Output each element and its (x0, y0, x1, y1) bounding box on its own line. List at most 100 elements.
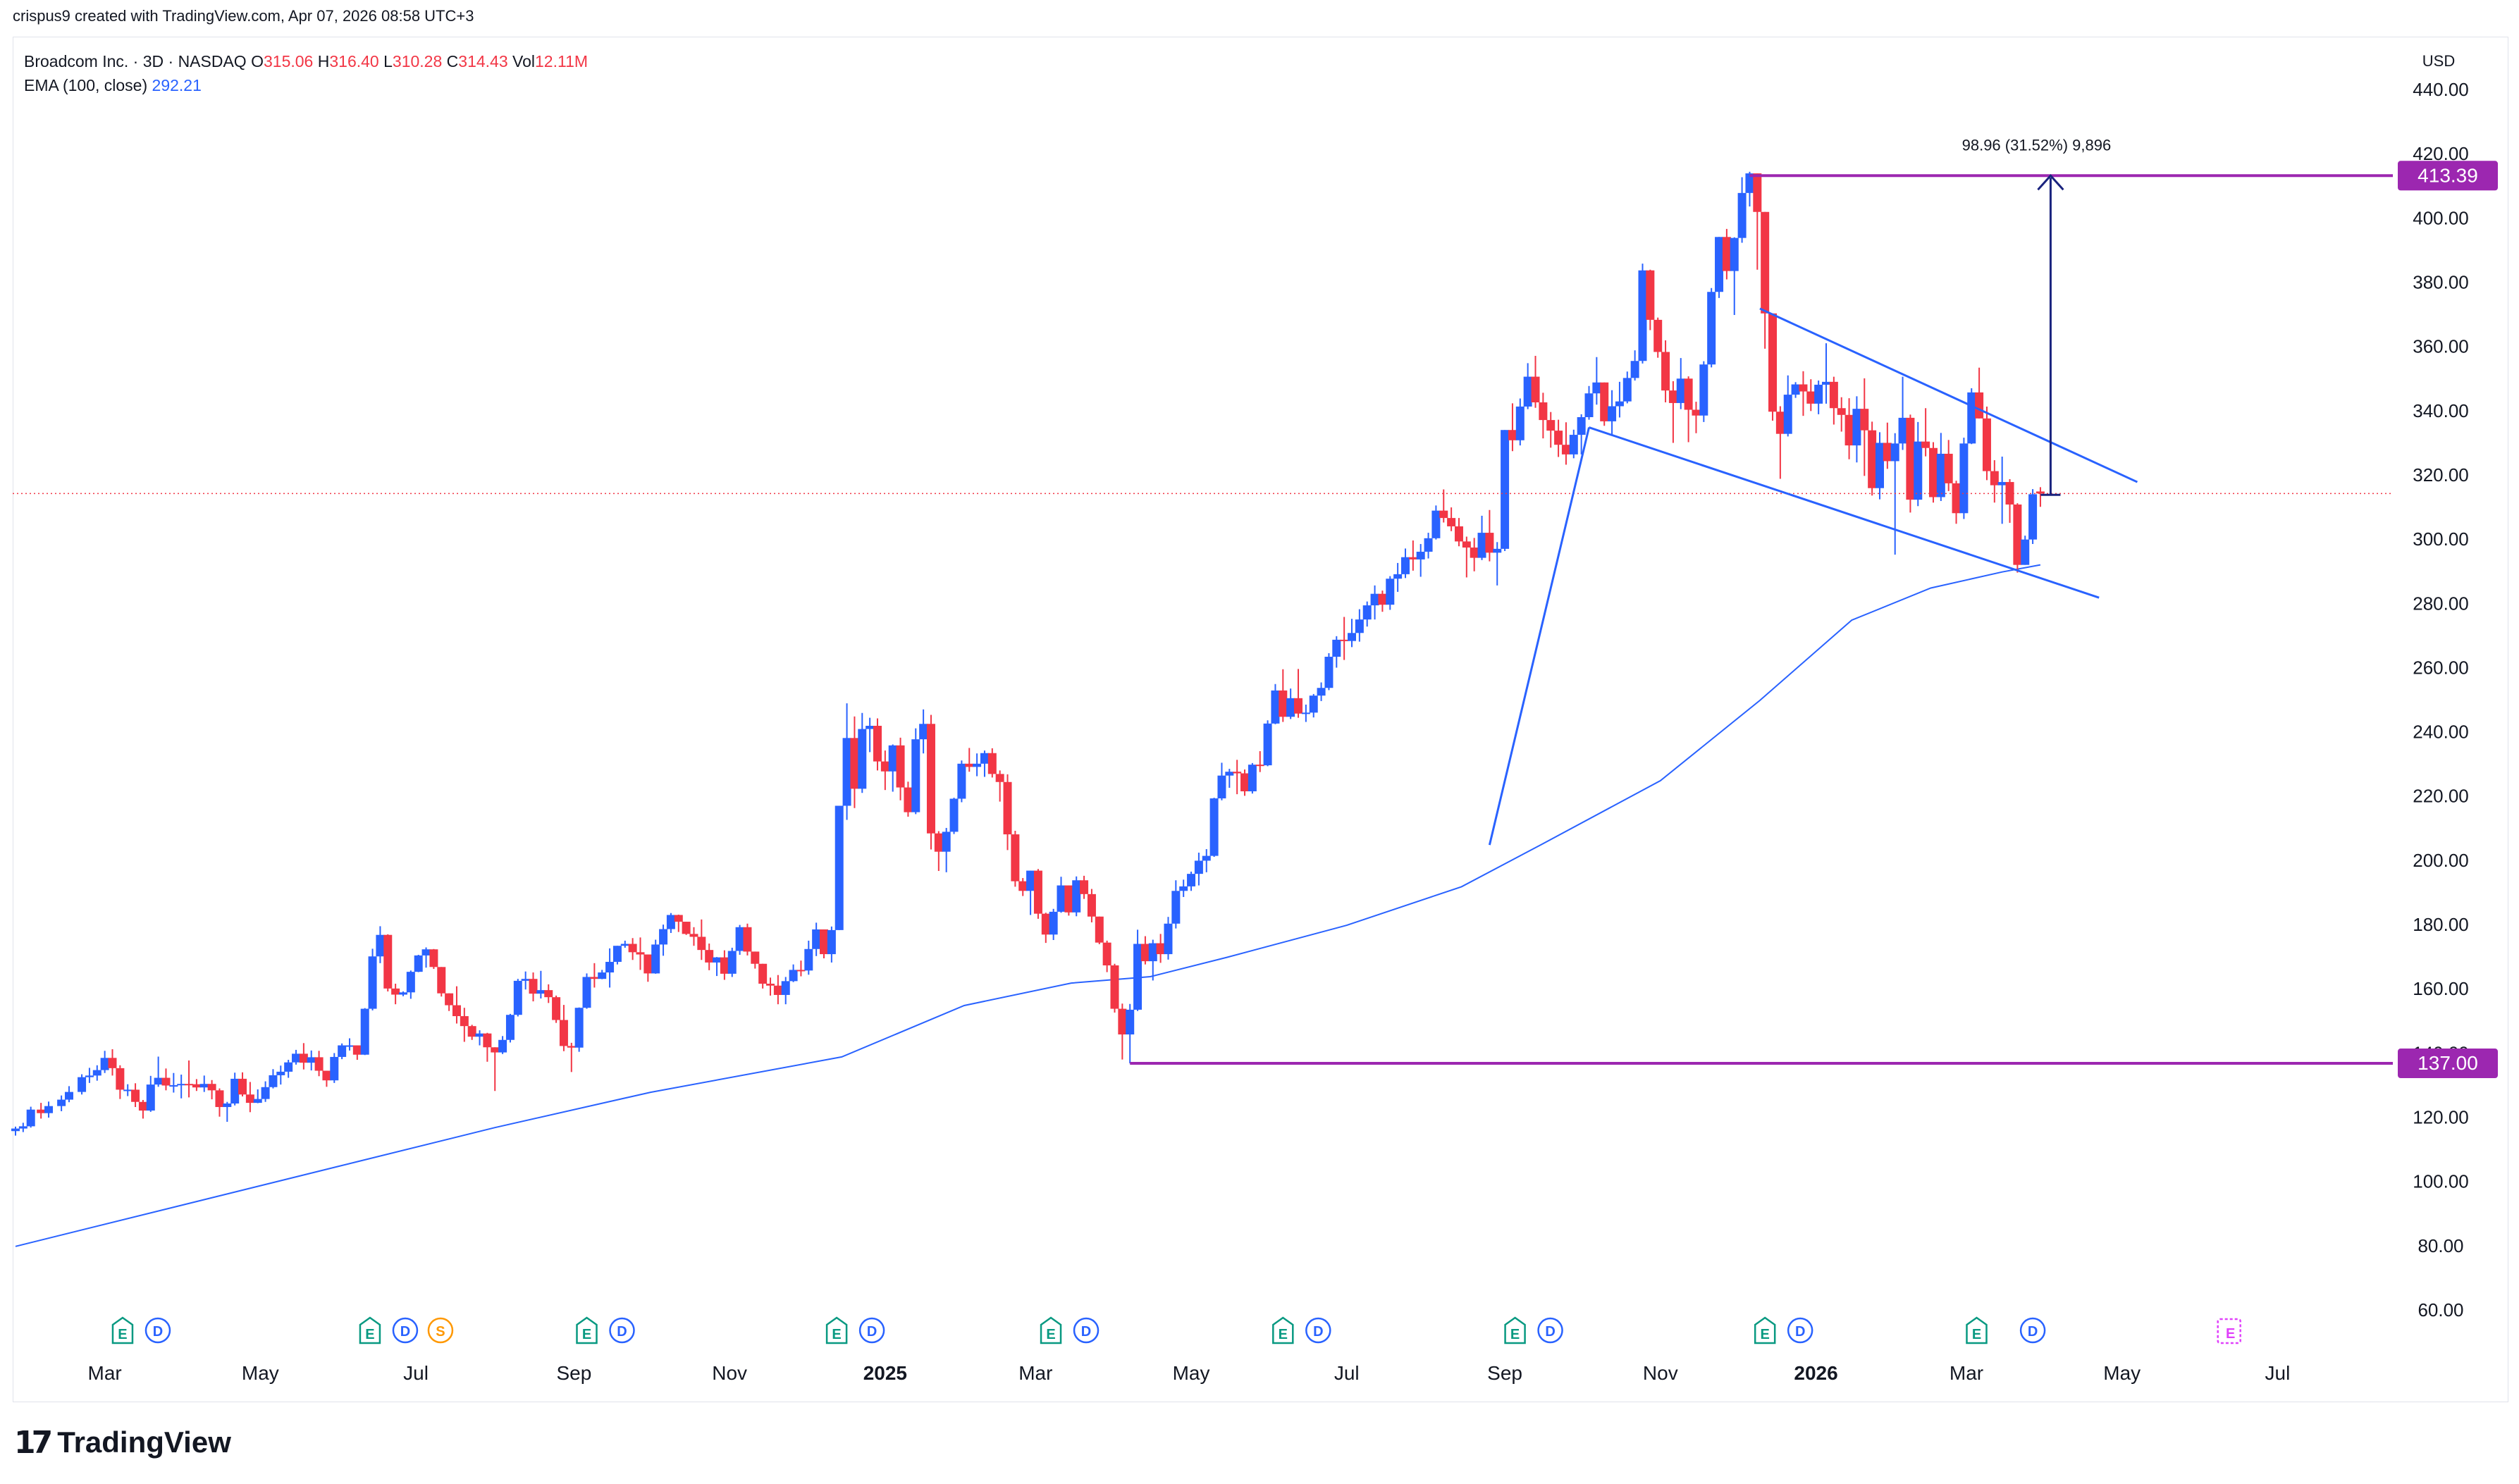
candle[interactable] (1837, 397, 1846, 432)
candle[interactable] (1668, 381, 1677, 443)
earnings-event-icon[interactable]: E (1966, 1316, 1988, 1344)
candle[interactable] (1730, 237, 1739, 316)
candle[interactable] (858, 712, 867, 793)
candle[interactable] (559, 1005, 568, 1051)
candle[interactable] (1194, 853, 1203, 886)
candle[interactable] (1087, 889, 1096, 922)
candle[interactable] (643, 954, 653, 982)
candle[interactable] (1378, 590, 1387, 612)
candle[interactable] (2013, 503, 2022, 573)
candle[interactable] (1799, 371, 1808, 416)
candle[interactable] (919, 709, 928, 754)
candle[interactable] (1959, 438, 1969, 519)
candle[interactable] (1944, 440, 1953, 491)
candle[interactable] (705, 944, 714, 970)
candle[interactable] (1692, 402, 1701, 433)
candle[interactable] (1355, 609, 1364, 642)
candle[interactable] (789, 964, 798, 982)
candle[interactable] (1546, 412, 1556, 448)
candle[interactable] (1202, 849, 1211, 872)
candle[interactable] (1209, 798, 1219, 857)
candle[interactable] (276, 1065, 285, 1085)
candle[interactable] (445, 993, 454, 1011)
trendline[interactable] (1488, 427, 1590, 846)
candle[interactable] (1279, 669, 1288, 722)
candle[interactable] (460, 1008, 469, 1042)
candle[interactable] (995, 770, 1004, 802)
dividend-event-icon[interactable]: D (1537, 1317, 1563, 1344)
candle[interactable] (199, 1075, 209, 1092)
earnings-event-icon[interactable]: E (576, 1316, 598, 1344)
candle[interactable] (1653, 317, 1663, 358)
candle[interactable] (751, 951, 760, 969)
candle[interactable] (1217, 762, 1226, 800)
dividend-event-icon[interactable]: D (2019, 1317, 2046, 1344)
candle[interactable] (1485, 509, 1494, 562)
dividend-event-icon[interactable]: D (858, 1317, 885, 1344)
candle[interactable] (942, 827, 951, 872)
candle[interactable] (1791, 382, 1800, 398)
candle[interactable] (26, 1106, 35, 1128)
candle[interactable] (513, 979, 522, 1017)
candle[interactable] (1508, 403, 1517, 452)
candle[interactable] (758, 963, 768, 989)
candle[interactable] (888, 744, 897, 792)
dividend-event-icon[interactable]: D (392, 1317, 419, 1344)
candle[interactable] (1615, 381, 1624, 418)
candle[interactable] (116, 1065, 125, 1099)
candle[interactable] (161, 1068, 171, 1091)
candle[interactable] (1462, 536, 1471, 578)
candle[interactable] (1523, 363, 1532, 409)
trendline[interactable] (1759, 307, 2138, 483)
candle[interactable] (735, 925, 744, 955)
candle[interactable] (1072, 876, 1081, 917)
candle[interactable] (1844, 398, 1854, 459)
candle[interactable] (78, 1074, 87, 1095)
candle[interactable] (1431, 505, 1441, 540)
candle[interactable] (1271, 684, 1280, 724)
candle[interactable] (1722, 228, 1731, 280)
candle[interactable] (773, 975, 782, 1005)
candle[interactable] (544, 984, 553, 1003)
candle[interactable] (1928, 442, 1938, 503)
candle[interactable] (138, 1100, 147, 1119)
candle[interactable] (1982, 406, 1991, 481)
candle[interactable] (338, 1043, 347, 1060)
candle[interactable] (215, 1088, 224, 1117)
candle[interactable] (177, 1074, 186, 1099)
candle[interactable] (651, 939, 660, 974)
candle[interactable] (1133, 929, 1143, 1011)
candle[interactable] (1753, 173, 1762, 270)
candle[interactable] (37, 1103, 46, 1119)
candle[interactable] (666, 913, 675, 933)
candle[interactable] (1561, 422, 1570, 465)
candle[interactable] (1400, 548, 1410, 579)
candle[interactable] (1447, 507, 1456, 531)
candle[interactable] (598, 970, 607, 979)
candle[interactable] (1921, 408, 1930, 457)
candle[interactable] (552, 995, 561, 1023)
candle[interactable] (697, 919, 706, 960)
candle[interactable] (1852, 396, 1861, 463)
candle[interactable] (727, 947, 737, 977)
candle[interactable] (1018, 878, 1028, 896)
candle[interactable] (1515, 398, 1525, 446)
candle[interactable] (1248, 762, 1257, 794)
candle[interactable] (383, 934, 393, 991)
candle[interactable] (368, 948, 377, 1010)
candle[interactable] (64, 1086, 73, 1103)
candle[interactable] (314, 1051, 324, 1077)
candle[interactable] (1737, 177, 1747, 243)
dividend-event-icon[interactable]: D (609, 1317, 635, 1344)
candle[interactable] (1699, 361, 1708, 422)
candle[interactable] (467, 1025, 476, 1040)
candle[interactable] (713, 957, 722, 977)
candle[interactable] (1187, 871, 1196, 891)
candle[interactable] (1041, 913, 1050, 944)
candle[interactable] (911, 728, 920, 815)
candle[interactable] (92, 1065, 101, 1081)
candle[interactable] (1049, 908, 1058, 941)
candle[interactable] (1454, 518, 1463, 547)
candle[interactable] (1477, 515, 1486, 560)
candle[interactable] (866, 717, 875, 753)
